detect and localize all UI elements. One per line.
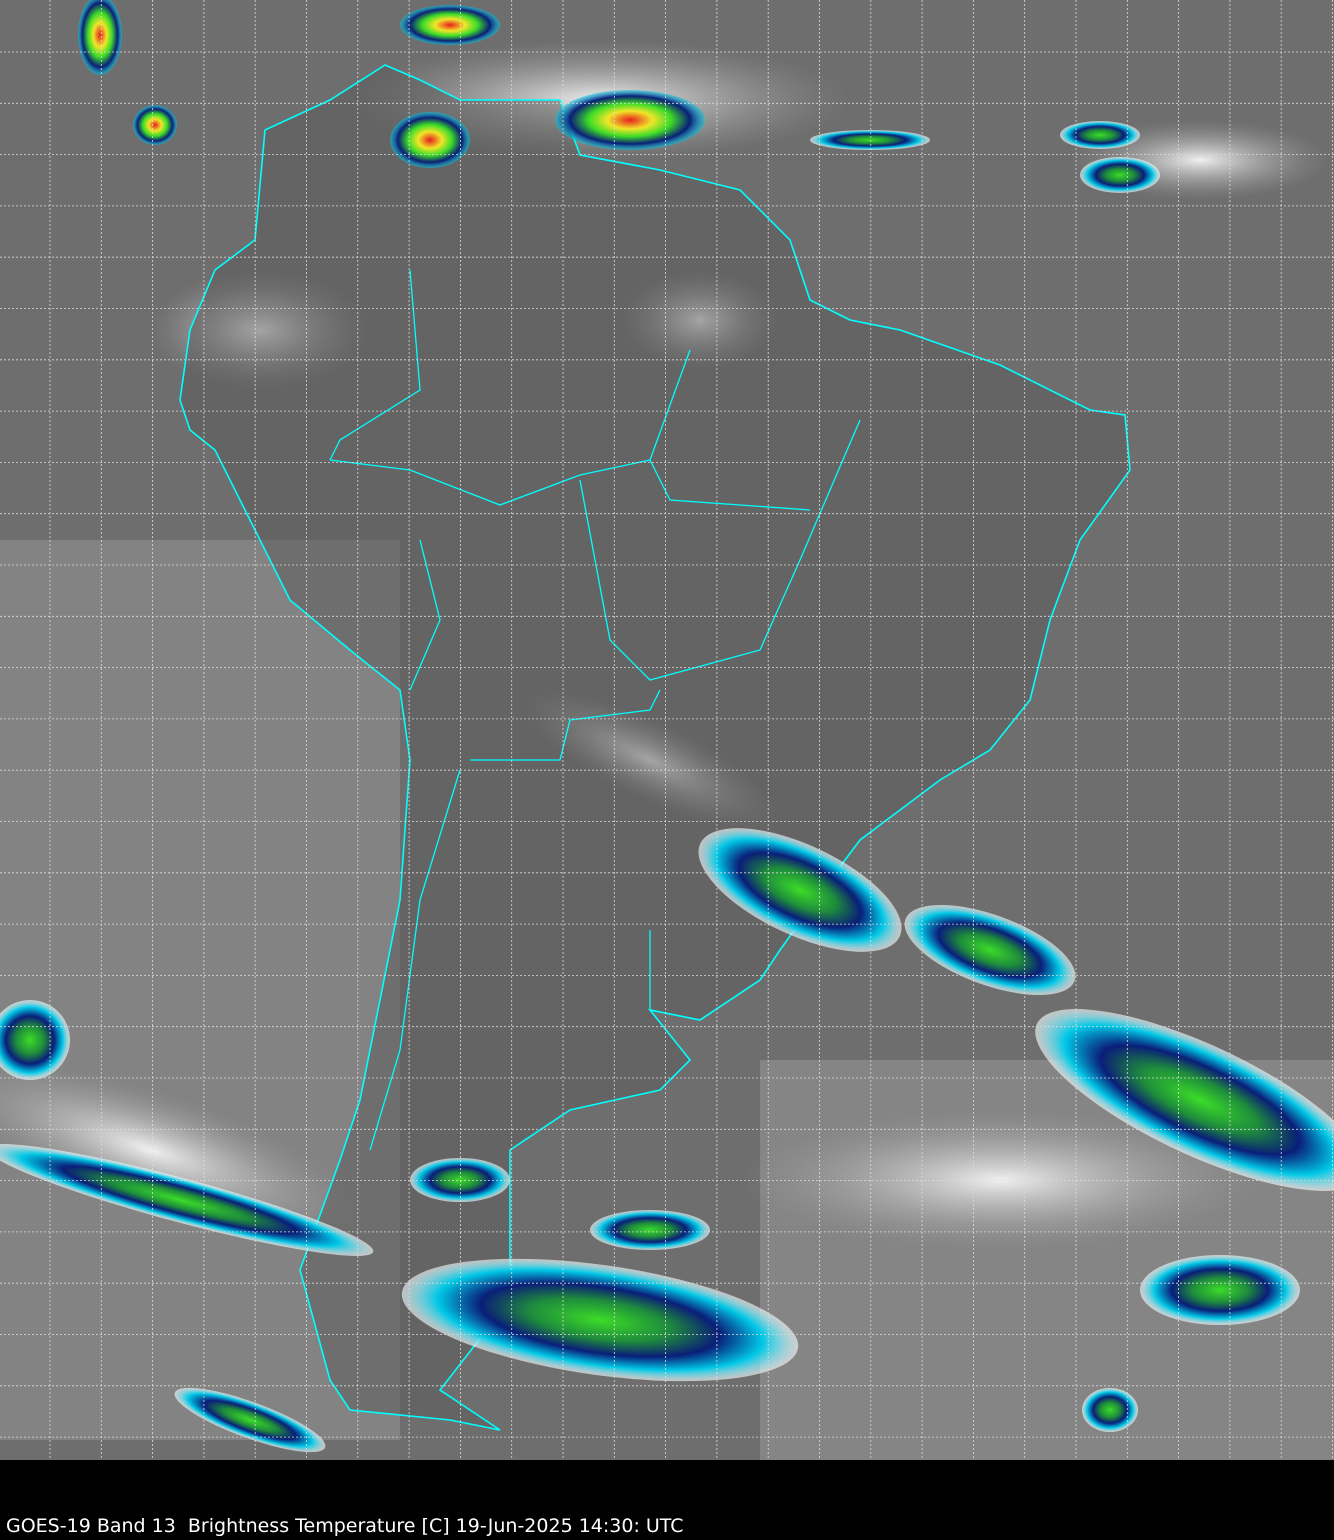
lat-lon-grid (0, 0, 1334, 1460)
image-caption: GOES-19 Band 13 Brightness Temperature [… (6, 1515, 684, 1537)
country-borders (329, 269, 861, 1151)
south-america-coastline (179, 64, 1131, 1431)
satellite-map (0, 0, 1334, 1460)
